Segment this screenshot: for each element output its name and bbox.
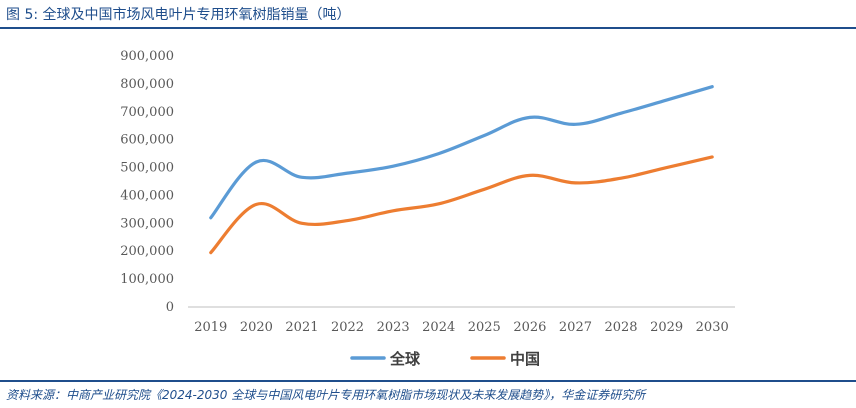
series-line-global [209, 85, 714, 220]
y-tick-label: 800,000 [120, 77, 174, 92]
y-tick-label: 300,000 [120, 216, 174, 231]
figure-title: 图 5: 全球及中国市场风电叶片专用环氧树脂销量（吨） [6, 4, 351, 24]
data-point [574, 123, 577, 126]
data-point [346, 219, 349, 222]
bottom-divider [0, 380, 856, 382]
y-tick-label: 200,000 [120, 244, 174, 259]
data-point [392, 165, 395, 168]
data-point [665, 99, 668, 102]
x-tick-label: 2023 [377, 320, 410, 335]
y-tick-label: 900,000 [120, 49, 174, 64]
y-tick-label: 700,000 [120, 105, 174, 120]
legend-label: 中国 [510, 350, 540, 368]
data-point [437, 202, 440, 205]
data-point [437, 152, 440, 155]
y-tick-label: 400,000 [120, 188, 174, 203]
data-point [300, 222, 303, 225]
top-divider [0, 27, 856, 29]
x-tick-label: 2021 [285, 320, 318, 335]
data-point [620, 177, 623, 180]
data-point [255, 203, 258, 206]
x-tick-label: 2024 [422, 320, 455, 335]
data-point [300, 176, 303, 179]
data-point [574, 181, 577, 184]
x-tick-label: 2026 [513, 320, 546, 335]
data-point [392, 209, 395, 212]
y-tick-label: 600,000 [120, 133, 174, 148]
source-note: 资料来源：中商产业研究院《2024-2030 全球与中国风电叶片专用环氧树脂市场… [6, 388, 646, 402]
data-point [255, 160, 258, 163]
data-point [528, 174, 531, 177]
x-tick-label: 2019 [194, 320, 227, 335]
figure-caption: 全球及中国市场风电叶片专用环氧树脂销量（吨） [42, 7, 351, 23]
data-point [483, 134, 486, 137]
series-line-china [209, 155, 714, 255]
y-axis-ticks: 0 100,000 200,000 300,000 400,000 500,000 600,… [120, 49, 174, 315]
data-point [346, 172, 349, 175]
data-point [711, 155, 714, 158]
x-tick-label: 2020 [240, 320, 273, 335]
x-tick-label: 2030 [696, 320, 729, 335]
line-chart: 0 100,000 200,000 300,000 400,000 500,000 600,… [120, 49, 735, 368]
x-tick-label: 2025 [468, 320, 501, 335]
data-point [620, 112, 623, 115]
x-tick-label: 2022 [331, 320, 364, 335]
data-point [209, 216, 212, 219]
data-point [528, 116, 531, 119]
x-tick-label: 2027 [559, 320, 592, 335]
data-point [665, 166, 668, 169]
y-tick-label: 0 [166, 300, 174, 315]
data-point [209, 251, 212, 254]
y-tick-label: 100,000 [120, 272, 174, 287]
figure-label: 图 5: [6, 7, 39, 23]
legend-label: 全球 [389, 350, 421, 368]
legend: 全球 中国 [350, 350, 540, 368]
series-lines [209, 85, 714, 255]
x-tick-label: 2029 [650, 320, 683, 335]
data-point [711, 85, 714, 88]
x-tick-label: 2028 [604, 320, 637, 335]
data-point [483, 188, 486, 191]
x-axis-ticks: 2019 2020 2021 2022 2023 2024 2025 2026 2027 2028… [194, 320, 729, 335]
y-tick-label: 500,000 [120, 161, 174, 176]
